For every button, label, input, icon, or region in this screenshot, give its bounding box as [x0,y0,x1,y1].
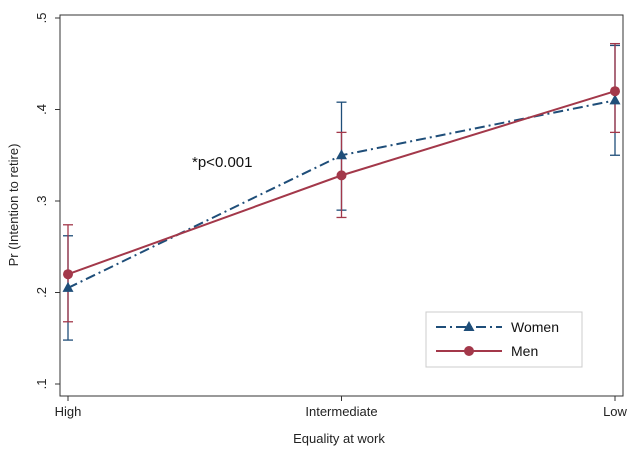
legend-marker-men [464,346,474,356]
legend-label-men: Men [511,343,538,359]
data-point-men [610,86,620,97]
legend-label-women: Women [511,319,559,335]
significance-annotation: *p<0.001 [192,154,252,171]
y-tick-label: .2 [34,287,49,298]
y-axis-title: Pr (Intention to retire) [6,144,21,267]
y-tick-label: .5 [34,13,49,24]
y-tick-label: .1 [34,379,49,390]
legend-marker-women [463,321,475,331]
legend-box [425,311,583,368]
data-point-women [62,281,74,292]
data-point-men [336,170,347,181]
legend: Women Men [425,311,583,368]
y-tick-label: .3 [34,196,49,207]
x-tick-label: Low [603,404,627,419]
x-tick-label: Intermediate [305,404,377,419]
x-axis-title: Equality at work [293,431,385,446]
confidence-intervals [63,42,620,341]
y-tick-label: .4 [34,104,49,115]
series-markers [62,86,621,292]
data-point-men [63,269,73,280]
axes: .1 .2 .3 .4 .5 High Intermediate Low [34,13,628,419]
x-tick-label: High [55,404,82,419]
data-point-women [336,149,347,160]
data-point-women [609,94,621,105]
